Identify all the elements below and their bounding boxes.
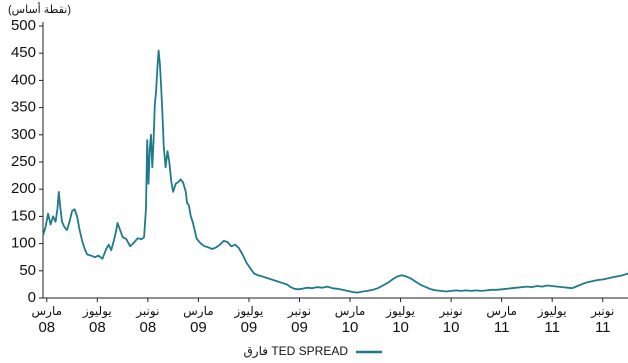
y-tick-label: 250 — [11, 153, 36, 170]
y-axis-ticks: 0 50 100 150 200 250 300 350 400 450 500 — [11, 17, 43, 306]
x-tick-year-label: 10 — [342, 319, 359, 336]
legend: فارق TED SPREAD — [243, 344, 382, 359]
legend-label: فارق TED SPREAD — [243, 344, 348, 359]
x-tick-month-label: نونبر — [590, 304, 614, 319]
x-axis-ticks: مارس08يوليوز08نونبر08مارس09يوليوز09نونبر… — [32, 298, 614, 336]
axes — [42, 22, 628, 299]
series-line-ted-spread — [42, 49, 628, 294]
x-tick-month-label: مارس — [486, 304, 517, 319]
x-tick-month-label: يوليوز — [82, 304, 112, 319]
x-tick-month-label: مارس — [32, 304, 63, 319]
x-tick-year-label: 09 — [291, 319, 308, 336]
series-group — [42, 49, 628, 294]
x-tick-year-label: 10 — [443, 319, 460, 336]
x-tick-year-label: 11 — [544, 319, 560, 336]
x-tick-year-label: 08 — [140, 319, 157, 336]
x-tick-month-label: يوليوز — [234, 304, 264, 319]
y-tick-label: 50 — [19, 262, 36, 279]
x-tick-year-label: 09 — [190, 319, 207, 336]
x-tick-month-label: نونبر — [135, 304, 159, 319]
x-tick-month-label: مارس — [183, 304, 214, 319]
y-tick-label: 100 — [11, 235, 36, 252]
x-tick-month-label: نونبر — [287, 304, 311, 319]
y-tick-label: 150 — [11, 207, 36, 224]
x-tick-year-label: 08 — [89, 319, 106, 336]
y-axis-unit-label: (نقطة أساس) — [8, 2, 71, 16]
y-tick-label: 450 — [11, 44, 36, 61]
x-tick-year-label: 10 — [392, 319, 409, 336]
y-tick-label: 500 — [11, 17, 36, 34]
x-tick-month-label: مارس — [335, 304, 366, 319]
y-tick-label: 200 — [11, 180, 36, 197]
x-tick-year-label: 08 — [38, 319, 55, 336]
x-tick-month-label: يوليوز — [385, 304, 415, 319]
x-tick-year-label: 11 — [494, 319, 510, 336]
y-tick-label: 400 — [11, 71, 36, 88]
x-tick-month-label: يوليوز — [537, 304, 567, 319]
x-tick-month-label: نونبر — [439, 304, 463, 319]
x-tick-year-label: 11 — [595, 319, 611, 336]
y-tick-label: 0 — [28, 289, 36, 306]
y-tick-label: 300 — [11, 126, 36, 143]
x-tick-year-label: 09 — [241, 319, 258, 336]
y-tick-label: 350 — [11, 99, 36, 116]
